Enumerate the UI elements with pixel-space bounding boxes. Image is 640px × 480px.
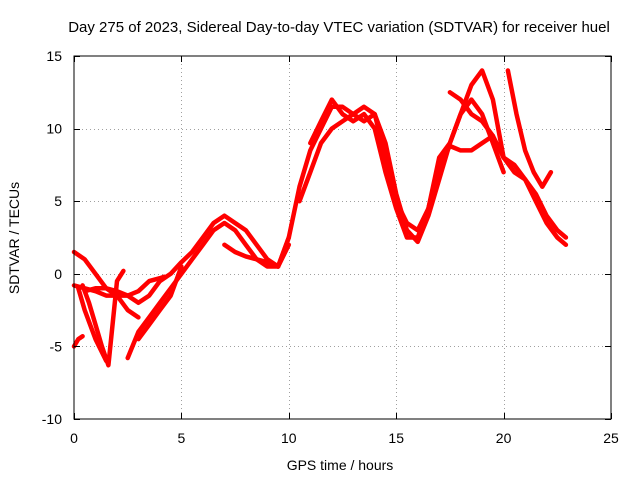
- series-arc-8: [136, 264, 184, 342]
- series-group: [71, 68, 569, 368]
- grid: [74, 56, 611, 419]
- x-axis-label: GPS time / hours: [287, 457, 394, 473]
- y-tick-label: 10: [46, 121, 62, 137]
- ticks: [74, 56, 612, 420]
- series-arc-14: [501, 155, 569, 248]
- series-arc-5: [80, 268, 126, 368]
- series-arc-12: [308, 68, 506, 240]
- tick-labels: 0 5 10 15 20 25 -10 -5 0 5 10 15: [42, 48, 619, 446]
- series-arc-15: [505, 68, 554, 189]
- x-tick-label: 25: [603, 430, 619, 446]
- series-arc-9: [222, 242, 281, 269]
- y-axis-label: SDTVAR / TECUs: [6, 182, 22, 294]
- y-tick-label: -5: [50, 338, 63, 354]
- x-tick-label: 5: [178, 430, 186, 446]
- x-tick-label: 0: [70, 430, 78, 446]
- plot-frame: [73, 55, 612, 420]
- x-tick-label: 15: [388, 430, 404, 446]
- series-arc-6: [82, 213, 292, 306]
- y-tick-label: 15: [46, 48, 62, 64]
- x-tick-label: 10: [281, 430, 297, 446]
- y-tick-label: -10: [42, 411, 62, 427]
- chart-title: Day 275 of 2023, Sidereal Day-to-day VTE…: [68, 19, 610, 36]
- x-tick-label: 20: [496, 430, 512, 446]
- y-tick-label: 0: [54, 266, 62, 282]
- y-tick-label: 5: [54, 193, 62, 209]
- series-arc-2: [71, 333, 85, 349]
